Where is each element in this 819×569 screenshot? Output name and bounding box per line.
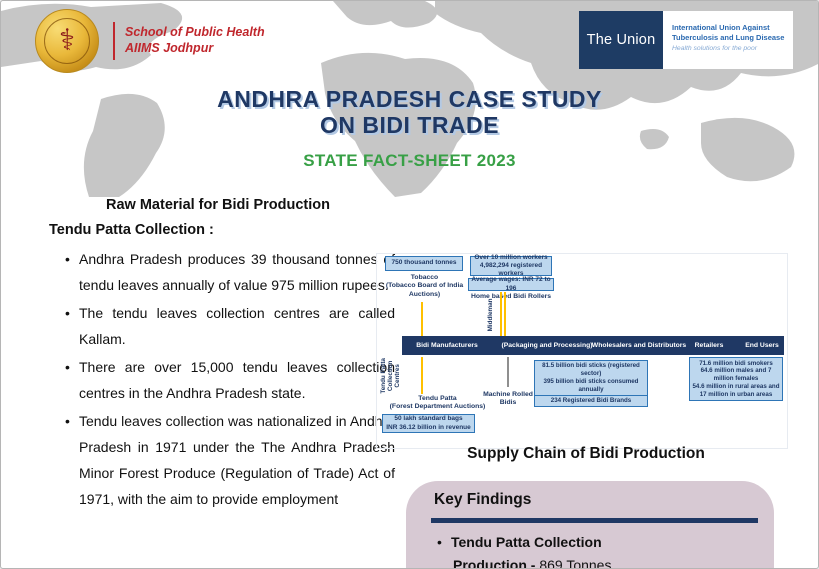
chain-stage: Retailers bbox=[694, 342, 724, 349]
bidi-sticks-bottom: 234 Registered Bidi Brands bbox=[535, 395, 647, 406]
key-findings-item-detail: Production - 869 Tonnes bbox=[453, 557, 612, 569]
section-subheading: Tendu Patta Collection : bbox=[49, 222, 214, 238]
title-line2: ON BIDI TRADE bbox=[320, 111, 499, 138]
detail-value: 869 Tonnes bbox=[539, 557, 612, 569]
collection-centres-label: Tendu Patta Collection Centres bbox=[380, 358, 402, 394]
tobacco-label: Tobacco (Tobacco Board of India Auctions… bbox=[385, 274, 464, 298]
connector-line bbox=[504, 292, 506, 336]
rollers-label: Home based Bidi Rollers bbox=[470, 293, 552, 300]
diagram-caption: Supply Chain of Bidi Production bbox=[467, 445, 705, 462]
union-name-line2: Tuberculosis and Lung Disease bbox=[672, 32, 785, 42]
bidi-sticks-box: 81.5 billion bidi sticks (registered sec… bbox=[534, 360, 648, 408]
union-logo: The Union International Union Against Tu… bbox=[579, 11, 793, 69]
connector-line bbox=[507, 357, 509, 387]
union-logo-text: International Union Against Tuberculosis… bbox=[663, 11, 784, 69]
union-logo-box: The Union bbox=[579, 11, 663, 69]
chain-stage: Bidi Manufacturers bbox=[416, 342, 478, 349]
middleman-label: Middleman bbox=[487, 298, 495, 332]
aiims-logo-line1: School of Public Health bbox=[125, 25, 265, 40]
key-findings-title: Key Findings bbox=[434, 491, 532, 508]
list-item: There are over 15,000 tendu leaves colle… bbox=[41, 354, 395, 406]
aiims-logo-line2: AIIMS Jodhpur bbox=[125, 41, 214, 55]
tendu-patta-label: Tendu Patta (Forest Department Auctions) bbox=[389, 395, 486, 411]
union-tagline: Health solutions for the poor bbox=[672, 44, 758, 52]
logo-divider bbox=[113, 22, 115, 60]
bags-box: 50 lakh standard bags INR 36.12 billion … bbox=[382, 414, 475, 433]
bullet-list: Andhra Pradesh produces 39 thousand tonn… bbox=[41, 246, 395, 512]
key-findings-underline bbox=[431, 518, 758, 523]
connector-line bbox=[421, 302, 423, 336]
title-line1: ANDHRA PRADESH CASE STUDY bbox=[217, 86, 602, 112]
key-findings-item: • Tendu Patta Collection bbox=[437, 534, 602, 550]
union-name-line1: International Union Against bbox=[672, 23, 770, 32]
chain-stage: (Packaging and Processing) bbox=[501, 342, 593, 349]
smokers-box: 71.6 million bidi smokers 64.6 million m… bbox=[689, 357, 783, 401]
connector-line bbox=[500, 292, 502, 336]
section-heading: Raw Material for Bidi Production bbox=[106, 197, 330, 213]
chain-stage: Wholesalers and Distributors bbox=[591, 342, 687, 349]
aiims-emblem-icon: ⚕ bbox=[35, 9, 99, 73]
bullet-icon: • bbox=[437, 534, 442, 550]
list-item: Andhra Pradesh produces 39 thousand tonn… bbox=[41, 246, 395, 298]
page-title: ANDHRA PRADESH CASE STUDY ON BIDI TRADE … bbox=[1, 86, 818, 171]
bidi-sticks-top: 81.5 billion bidi sticks (registered sec… bbox=[542, 362, 640, 394]
page-subtitle: STATE FACT-SHEET 2023 bbox=[303, 150, 516, 170]
detail-label: Production - bbox=[453, 557, 536, 569]
wages-box: Average wages: INR 72 to 196 bbox=[468, 276, 554, 292]
supply-chain-bar: Bidi Manufacturers (Packaging and Proces… bbox=[402, 336, 784, 355]
raw-material-section: Raw Material for Bidi Production Tendu P… bbox=[41, 197, 395, 514]
aiims-logo: ⚕ School of Public Health AIIMS Jodhpur bbox=[35, 9, 265, 73]
key-findings-item-title: Tendu Patta Collection bbox=[451, 534, 602, 550]
caduceus-icon: ⚕ bbox=[44, 18, 90, 64]
supply-chain-diagram: 750 thousand tonnes Tobacco (Tobacco Boa… bbox=[376, 253, 788, 449]
union-name: International Union Against Tuberculosis… bbox=[672, 23, 784, 43]
key-findings-panel: Key Findings • Tendu Patta Collection Pr… bbox=[406, 481, 774, 569]
connector-line bbox=[421, 357, 423, 394]
workers-box: Over 10 million workers 4,982,294 regist… bbox=[470, 254, 552, 277]
tonnes-box: 750 thousand tonnes bbox=[385, 256, 463, 271]
list-item: The tendu leaves collection centres are … bbox=[41, 300, 395, 352]
aiims-logo-text: School of Public Health AIIMS Jodhpur bbox=[125, 25, 265, 56]
chain-stage: End Users bbox=[745, 342, 779, 349]
list-item: Tendu leaves collection was nationalized… bbox=[41, 408, 395, 512]
machine-rolled-label: Machine Rolled Bidis bbox=[483, 391, 533, 407]
